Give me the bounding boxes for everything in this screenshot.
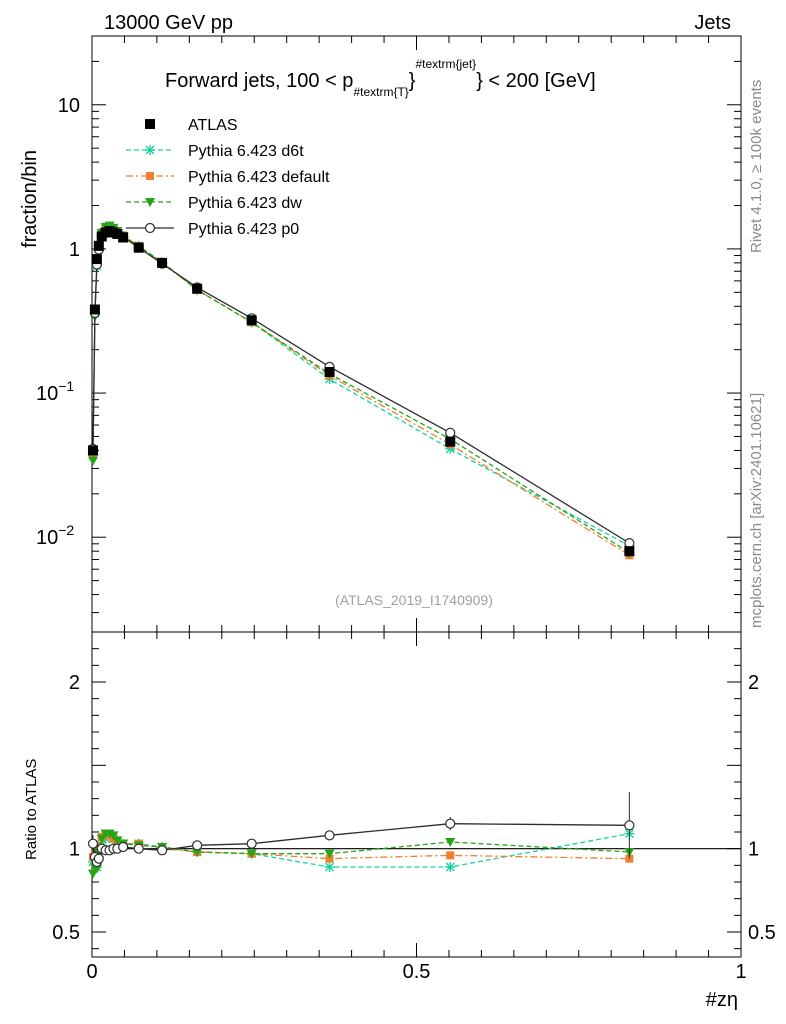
ratio-series-4-point (445, 818, 456, 829)
ratio-series-4-point (246, 838, 257, 849)
y-tick-label: 1 (69, 239, 80, 261)
data-point (93, 240, 104, 251)
rivet-version-label: Rivet 4.1.0, ≥ 100k events (748, 80, 765, 253)
ratio-series-1-point (445, 862, 456, 872)
data-point (112, 228, 123, 239)
legend-marker (145, 198, 155, 207)
ratio-series-2-point (446, 851, 455, 860)
main-series-group (87, 221, 635, 560)
ratio-y-tick-label-right: 0.5 (748, 922, 776, 944)
ratio-y-tick-label-right: 2 (748, 672, 759, 694)
data-point (133, 242, 144, 253)
ratio-y-tick-label: 1 (69, 839, 80, 861)
ratio-series-3-point (91, 864, 102, 874)
series-4-point (445, 427, 456, 438)
ratio-series-3-point (324, 849, 335, 859)
data-point (91, 254, 102, 265)
legend: ATLAS Pythia 6.423 d6t Pythia 6.423 defaul… (126, 117, 330, 238)
analysis-id-watermark: (ATLAS_2019_I1740909) (335, 592, 493, 608)
legend-marker (146, 172, 154, 180)
x-axis-title: #zη (706, 989, 738, 1011)
ratio-series-4-point (133, 843, 144, 854)
ratio-series-4-point (624, 820, 635, 831)
ratio-axis-title: Ratio to ATLAS (23, 759, 40, 860)
ratio-series-group (87, 792, 635, 879)
legend-marker (144, 222, 156, 234)
ratio-series-4-point (118, 841, 129, 853)
mcplots-source-label: mcplots.cern.ch [arXiv:2401.10621] (748, 393, 765, 628)
data-point (192, 283, 203, 294)
data-point (246, 315, 257, 326)
legend-label: Pythia 6.423 dw (188, 195, 302, 212)
data-point (89, 304, 100, 315)
ratio-line-3 (92, 833, 630, 874)
y-tick-label: 10 (58, 95, 80, 117)
collision-label: 13000 GeV pp (104, 12, 233, 34)
ratio-series-1-point (324, 862, 335, 872)
legend-label: ATLAS (188, 117, 238, 134)
ratio-series-4-point (87, 838, 99, 849)
y-tick-label: 10−1 (36, 378, 74, 405)
legend-marker-atlas (145, 119, 155, 129)
data-point (324, 367, 335, 378)
legend-label: Pythia 6.423 p0 (188, 221, 299, 238)
ratio-plot-frame (91, 631, 742, 958)
y-axis-title: fraction/bin (19, 150, 41, 248)
ratio-series-4-point (192, 840, 203, 851)
series-line-1 (92, 225, 630, 547)
ratio-series-3-point (246, 849, 257, 859)
data-point (157, 257, 168, 268)
ratio-series-3-point (96, 834, 107, 844)
x-tick-label: 0.5 (403, 961, 431, 983)
y-tick-label: 10−2 (36, 522, 74, 549)
process-label: Jets (694, 12, 731, 34)
legend-label: Pythia 6.423 d6t (188, 143, 304, 160)
data-point (118, 232, 129, 243)
ratio-y-tick-label-right: 1 (748, 839, 759, 861)
ratio-series-3-point (112, 836, 123, 846)
ratio-y-tick-label: 2 (69, 672, 80, 694)
ratio-y-tick-label: 0.5 (52, 922, 80, 944)
series-line-4 (92, 230, 630, 544)
ratio-series-4-point (324, 830, 335, 841)
data-point (87, 445, 98, 456)
x-tick-label: 0 (86, 961, 97, 983)
data-point (624, 546, 635, 557)
ratio-series-4-point (93, 853, 104, 864)
plot-title: Forward jets, 100 < p#textrm{T}}#textrm{… (165, 57, 596, 99)
data-point (445, 436, 456, 447)
ratio-series-3-point (108, 831, 119, 841)
series-line-3 (92, 224, 630, 554)
x-tick-label: 1 (735, 961, 746, 983)
ratio-series-3-point (87, 869, 98, 879)
series-3-point (87, 456, 98, 466)
ratio-line-2 (92, 832, 630, 862)
ratio-series-4-point (156, 845, 168, 856)
ratio-line-4 (92, 823, 630, 864)
ratio-series-3-point (445, 838, 456, 847)
legend-marker (145, 145, 155, 155)
ratio-series-3-point (192, 848, 203, 857)
legend-label: Pythia 6.423 default (188, 169, 330, 186)
